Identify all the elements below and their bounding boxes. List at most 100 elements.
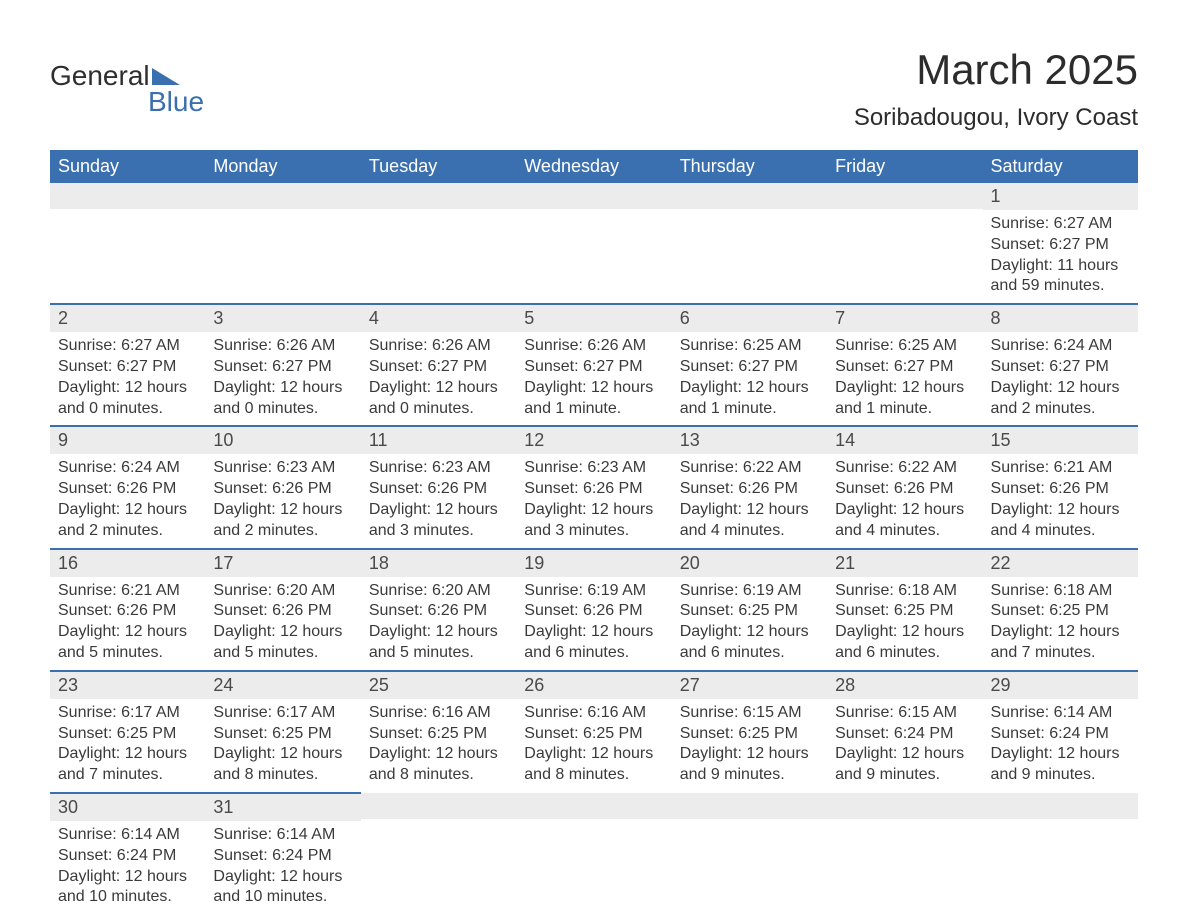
daylight-text: Daylight: 12 hours and 1 minute. (835, 378, 974, 420)
daylight-text: Daylight: 12 hours and 6 minutes. (524, 622, 663, 664)
day-details: Sunrise: 6:24 AMSunset: 6:27 PMDaylight:… (983, 332, 1138, 425)
weekday-header: Monday (205, 150, 360, 183)
calendar-day-cell (516, 183, 671, 304)
sunset-text: Sunset: 6:25 PM (213, 724, 352, 745)
day-details: Sunrise: 6:19 AMSunset: 6:26 PMDaylight:… (516, 577, 671, 670)
sunrise-text: Sunrise: 6:24 AM (58, 458, 197, 479)
weekday-header: Wednesday (516, 150, 671, 183)
sunrise-text: Sunrise: 6:23 AM (213, 458, 352, 479)
day-number: 25 (361, 672, 516, 699)
sunrise-text: Sunrise: 6:17 AM (213, 703, 352, 724)
daylight-text: Daylight: 12 hours and 8 minutes. (213, 744, 352, 786)
day-number (361, 183, 516, 209)
sunrise-text: Sunrise: 6:18 AM (835, 581, 974, 602)
sunset-text: Sunset: 6:25 PM (991, 601, 1130, 622)
month-title: March 2025 (854, 46, 1138, 94)
day-details: Sunrise: 6:27 AMSunset: 6:27 PMDaylight:… (50, 332, 205, 425)
calendar-week-row: 23Sunrise: 6:17 AMSunset: 6:25 PMDayligh… (50, 671, 1138, 793)
logo: General Blue (50, 60, 204, 118)
day-number (50, 183, 205, 209)
day-details: Sunrise: 6:24 AMSunset: 6:26 PMDaylight:… (50, 454, 205, 547)
sunrise-text: Sunrise: 6:19 AM (524, 581, 663, 602)
day-details: Sunrise: 6:16 AMSunset: 6:25 PMDaylight:… (361, 699, 516, 792)
calendar-day-cell: 1Sunrise: 6:27 AMSunset: 6:27 PMDaylight… (983, 183, 1138, 304)
sunset-text: Sunset: 6:25 PM (58, 724, 197, 745)
day-details: Sunrise: 6:26 AMSunset: 6:27 PMDaylight:… (205, 332, 360, 425)
daylight-text: Daylight: 12 hours and 2 minutes. (991, 378, 1130, 420)
calendar-day-cell (672, 793, 827, 914)
calendar-body: 1Sunrise: 6:27 AMSunset: 6:27 PMDaylight… (50, 183, 1138, 914)
calendar-week-row: 2Sunrise: 6:27 AMSunset: 6:27 PMDaylight… (50, 304, 1138, 426)
calendar-week-row: 9Sunrise: 6:24 AMSunset: 6:26 PMDaylight… (50, 426, 1138, 548)
sunset-text: Sunset: 6:26 PM (835, 479, 974, 500)
sunset-text: Sunset: 6:24 PM (991, 724, 1130, 745)
weekday-header: Saturday (983, 150, 1138, 183)
day-number (827, 183, 982, 209)
calendar-day-cell (827, 793, 982, 914)
sunrise-text: Sunrise: 6:25 AM (680, 336, 819, 357)
day-details (50, 209, 205, 219)
daylight-text: Daylight: 12 hours and 5 minutes. (58, 622, 197, 664)
calendar-day-cell (983, 793, 1138, 914)
calendar-day-cell (361, 793, 516, 914)
daylight-text: Daylight: 12 hours and 6 minutes. (680, 622, 819, 664)
logo-text-general: General (50, 60, 150, 92)
sunset-text: Sunset: 6:25 PM (680, 601, 819, 622)
daylight-text: Daylight: 12 hours and 0 minutes. (213, 378, 352, 420)
day-number: 31 (205, 794, 360, 821)
day-number (516, 793, 671, 819)
sunrise-text: Sunrise: 6:16 AM (369, 703, 508, 724)
calendar-day-cell: 13Sunrise: 6:22 AMSunset: 6:26 PMDayligh… (672, 426, 827, 548)
calendar-day-cell: 15Sunrise: 6:21 AMSunset: 6:26 PMDayligh… (983, 426, 1138, 548)
sunset-text: Sunset: 6:26 PM (369, 479, 508, 500)
day-number: 24 (205, 672, 360, 699)
day-details: Sunrise: 6:25 AMSunset: 6:27 PMDaylight:… (672, 332, 827, 425)
day-number: 23 (50, 672, 205, 699)
day-details (361, 209, 516, 219)
day-number: 14 (827, 427, 982, 454)
day-number (672, 183, 827, 209)
calendar-day-cell: 10Sunrise: 6:23 AMSunset: 6:26 PMDayligh… (205, 426, 360, 548)
sunrise-text: Sunrise: 6:14 AM (58, 825, 197, 846)
sunset-text: Sunset: 6:27 PM (991, 357, 1130, 378)
calendar-day-cell: 25Sunrise: 6:16 AMSunset: 6:25 PMDayligh… (361, 671, 516, 793)
calendar-week-row: 16Sunrise: 6:21 AMSunset: 6:26 PMDayligh… (50, 549, 1138, 671)
calendar-day-cell: 6Sunrise: 6:25 AMSunset: 6:27 PMDaylight… (672, 304, 827, 426)
day-number: 30 (50, 794, 205, 821)
daylight-text: Daylight: 12 hours and 5 minutes. (369, 622, 508, 664)
sunrise-text: Sunrise: 6:15 AM (835, 703, 974, 724)
sunset-text: Sunset: 6:26 PM (680, 479, 819, 500)
daylight-text: Daylight: 12 hours and 4 minutes. (991, 500, 1130, 542)
location-subtitle: Soribadougou, Ivory Coast (854, 104, 1138, 132)
day-details (672, 209, 827, 219)
day-number: 12 (516, 427, 671, 454)
daylight-text: Daylight: 12 hours and 4 minutes. (835, 500, 974, 542)
day-number: 17 (205, 550, 360, 577)
sunset-text: Sunset: 6:27 PM (835, 357, 974, 378)
calendar-day-cell: 7 Sunrise: 6:25 AMSunset: 6:27 PMDaylight… (827, 304, 982, 426)
daylight-text: Daylight: 12 hours and 8 minutes. (369, 744, 508, 786)
sunset-text: Sunset: 6:25 PM (369, 724, 508, 745)
sunrise-text: Sunrise: 6:23 AM (369, 458, 508, 479)
sunset-text: Sunset: 6:27 PM (991, 235, 1130, 256)
daylight-text: Daylight: 12 hours and 10 minutes. (58, 867, 197, 909)
day-number: 7 (827, 305, 982, 332)
sunset-text: Sunset: 6:27 PM (680, 357, 819, 378)
day-details: Sunrise: 6:14 AMSunset: 6:24 PMDaylight:… (983, 699, 1138, 792)
day-details: Sunrise: 6:18 AMSunset: 6:25 PMDaylight:… (983, 577, 1138, 670)
day-number: 1 (983, 183, 1138, 210)
day-details: Sunrise: 6:18 AMSunset: 6:25 PMDaylight:… (827, 577, 982, 670)
day-number: 9 (50, 427, 205, 454)
sunrise-text: Sunrise: 6:27 AM (991, 214, 1130, 235)
day-details: Sunrise: 6:17 AMSunset: 6:25 PMDaylight:… (205, 699, 360, 792)
sunrise-text: Sunrise: 6:14 AM (991, 703, 1130, 724)
day-number (827, 793, 982, 819)
sunset-text: Sunset: 6:26 PM (524, 479, 663, 500)
sunset-text: Sunset: 6:26 PM (213, 601, 352, 622)
daylight-text: Daylight: 12 hours and 4 minutes. (680, 500, 819, 542)
sunset-text: Sunset: 6:24 PM (835, 724, 974, 745)
sunset-text: Sunset: 6:25 PM (524, 724, 663, 745)
sunrise-text: Sunrise: 6:25 AM (835, 336, 974, 357)
calendar-day-cell (50, 183, 205, 304)
day-details: Sunrise: 6:22 AMSunset: 6:26 PMDaylight:… (827, 454, 982, 547)
